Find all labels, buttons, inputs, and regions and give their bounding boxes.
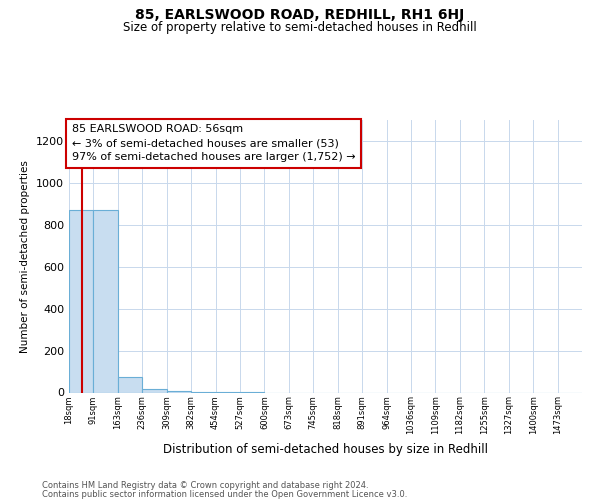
Text: 85, EARLSWOOD ROAD, REDHILL, RH1 6HJ: 85, EARLSWOOD ROAD, REDHILL, RH1 6HJ	[136, 8, 464, 22]
Text: 85 EARLSWOOD ROAD: 56sqm
← 3% of semi-detached houses are smaller (53)
97% of se: 85 EARLSWOOD ROAD: 56sqm ← 3% of semi-de…	[71, 124, 355, 162]
Bar	[94, 210, 118, 392]
Text: Size of property relative to semi-detached houses in Redhill: Size of property relative to semi-detach…	[123, 21, 477, 34]
Text: Contains public sector information licensed under the Open Government Licence v3: Contains public sector information licen…	[42, 490, 407, 499]
Bar	[118, 377, 142, 392]
Bar	[69, 210, 94, 392]
Text: Contains HM Land Registry data © Crown copyright and database right 2024.: Contains HM Land Registry data © Crown c…	[42, 481, 368, 490]
X-axis label: Distribution of semi-detached houses by size in Redhill: Distribution of semi-detached houses by …	[163, 442, 488, 456]
Bar	[142, 390, 167, 392]
Y-axis label: Number of semi-detached properties: Number of semi-detached properties	[20, 160, 31, 352]
